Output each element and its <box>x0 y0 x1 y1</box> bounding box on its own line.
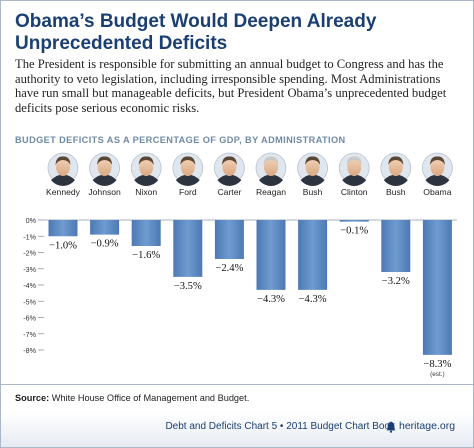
y-tick-label: -8% <box>23 346 36 355</box>
value-label: −8.3% <box>423 359 451 370</box>
portrait-face <box>388 158 403 176</box>
deficit-bar <box>90 220 120 235</box>
y-tick-label: -2% <box>23 249 36 258</box>
footer-text: Debt and Deficits Chart 5 • 2011 Budget … <box>165 421 395 432</box>
portrait-suit <box>92 174 117 186</box>
deficit-bar <box>256 220 286 290</box>
value-label: −4.3% <box>299 294 327 305</box>
portrait-face <box>305 158 320 176</box>
deficit-bar <box>422 220 452 355</box>
y-tick-label: -3% <box>23 265 36 274</box>
deficit-bar-chart: 0% -1% -2% -3% -4% -5% -6% -7% -8% Kennedy −1.0% J… <box>23 152 457 378</box>
portrait-face <box>347 158 362 176</box>
portrait-suit <box>383 174 408 186</box>
portrait-hair <box>138 156 154 165</box>
value-label: −2.4% <box>215 263 243 274</box>
deficit-bar <box>381 220 411 272</box>
portrait-hair <box>55 156 71 165</box>
portrait-suit <box>425 174 450 186</box>
category-label: Obama <box>423 187 451 197</box>
value-label: −0.1% <box>340 226 368 237</box>
portrait-suit <box>134 174 159 186</box>
portrait-face <box>180 158 195 176</box>
deficit-bar <box>131 220 161 246</box>
portrait-hair <box>263 156 279 165</box>
portrait-face <box>222 158 237 176</box>
category-label: Bush <box>386 187 406 197</box>
value-label: −1.6% <box>132 250 160 261</box>
deficit-bar <box>48 220 78 237</box>
intro-paragraph: The President is responsible for submitt… <box>15 57 447 115</box>
deficit-bar <box>298 220 328 290</box>
chart-title: BUDGET DEFICITS AS A PERCENTAGE OF GDP, … <box>15 135 346 145</box>
bell-icon <box>386 422 396 433</box>
y-tick-label: -6% <box>23 314 36 323</box>
category-label: Bush <box>303 187 323 197</box>
portrait-hair <box>305 156 321 165</box>
portrait-suit <box>259 174 283 186</box>
y-tick-label: -5% <box>23 297 36 306</box>
portrait-suit <box>300 174 325 186</box>
portrait-suit <box>342 174 367 186</box>
portrait-suit <box>51 174 75 186</box>
source-note: Source: White House Office of Management… <box>15 393 249 403</box>
portrait-suit <box>175 174 200 186</box>
category-label: Kennedy <box>46 187 81 197</box>
footer-site[interactable]: heritage.org <box>399 420 456 432</box>
category-label: Reagan <box>256 187 286 197</box>
footer-bar: Debt and Deficits Chart 5 • 2011 Budget … <box>1 412 473 447</box>
value-label: −3.2% <box>382 276 410 287</box>
portrait-hair <box>429 156 445 165</box>
category-label: Nixon <box>135 187 157 197</box>
portrait-hair <box>97 156 113 165</box>
footer-divider <box>1 384 473 385</box>
category-label: Ford <box>179 187 197 197</box>
portrait-face <box>97 158 112 176</box>
portrait-hair <box>221 156 237 165</box>
y-tick-label: 0% <box>26 216 37 225</box>
portrait-suit <box>217 174 242 186</box>
deficit-bar <box>339 220 369 222</box>
deficit-bar <box>214 220 244 259</box>
portrait-face <box>264 158 278 176</box>
portrait-hair <box>388 156 404 165</box>
category-label: Johnson <box>88 187 121 197</box>
deficit-bar <box>173 220 203 277</box>
portrait-face <box>430 158 445 176</box>
y-tick-label: -7% <box>23 330 36 339</box>
category-label: Carter <box>217 187 241 197</box>
portrait-face <box>56 158 70 176</box>
value-label: −3.5% <box>174 281 202 292</box>
estimate-annotation: (est.) <box>430 371 445 378</box>
value-label: −0.9% <box>91 239 119 250</box>
portrait-face <box>139 158 154 176</box>
category-label: Clinton <box>341 187 368 197</box>
source-text: White House Office of Management and Bud… <box>51 393 250 403</box>
portrait-hair <box>346 156 362 165</box>
portrait-hair <box>180 156 196 165</box>
y-tick-label: -1% <box>23 232 36 241</box>
source-label: Source: <box>15 393 50 403</box>
value-label: −4.3% <box>257 294 285 305</box>
y-tick-label: -4% <box>23 281 36 290</box>
page-title: Obama’s Budget Would Deepen Already Unpr… <box>15 11 377 54</box>
value-label: −1.0% <box>49 240 77 251</box>
